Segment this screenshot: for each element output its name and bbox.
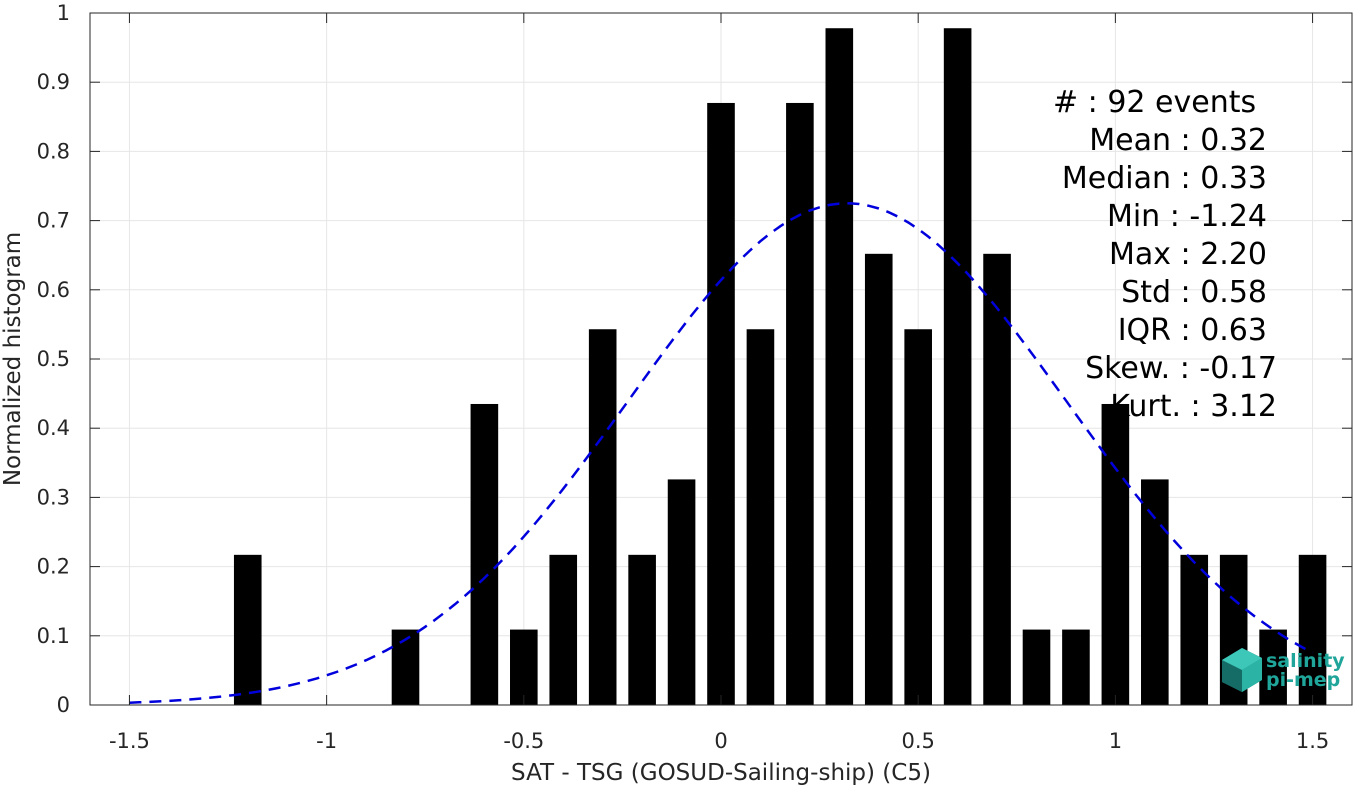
stat-events: # : 92 events — [1053, 85, 1256, 120]
cube-logo-icon — [1222, 648, 1262, 692]
histogram-bar — [746, 329, 775, 705]
y-tick-label: 0.5 — [37, 347, 70, 371]
normal-fit-curve — [129, 202, 1314, 704]
x-tick-label: -1 — [316, 729, 337, 753]
x-tick-label: -1.5 — [109, 729, 150, 753]
y-tick-label: 0 — [57, 693, 70, 717]
histogram-bar — [1141, 479, 1169, 705]
stat-skew: Skew. : -0.17 — [1085, 351, 1277, 386]
histogram-bar — [983, 253, 1011, 706]
y-tick-label: 1 — [57, 1, 70, 25]
logo-text-pimep: pi-mep — [1266, 669, 1340, 691]
y-tick-label: 0.6 — [37, 278, 70, 302]
x-tick-labels: -1.5 -1 -0.5 0 0.5 1 1.5 — [109, 729, 1329, 753]
histogram-bar — [510, 629, 538, 705]
histogram-bar — [864, 253, 893, 706]
y-tick-label: 0.2 — [37, 555, 70, 579]
histogram-bar — [1062, 629, 1090, 705]
y-tick-label: 0.1 — [37, 624, 70, 648]
histogram-bar — [470, 403, 499, 705]
histogram-bar — [1180, 554, 1209, 705]
x-axis-label: SAT - TSG (GOSUD-Sailing-ship) (C5) — [511, 760, 931, 786]
x-tick-label: 1 — [1109, 729, 1122, 753]
histogram-bars — [233, 28, 1327, 706]
y-tick-label: 0.8 — [37, 139, 70, 163]
stat-std: Std : 0.58 — [1121, 275, 1267, 310]
histogram-bar — [1298, 554, 1327, 705]
x-tick-label: 0.5 — [901, 729, 934, 753]
histogram-bar — [1259, 629, 1287, 705]
y-axis-label: Normalized histogram — [0, 232, 26, 486]
y-tick-labels: 0 0.1 0.2 0.3 0.4 0.5 0.6 0.7 0.8 0.9 1 — [37, 1, 70, 717]
histogram-bar — [549, 554, 578, 705]
y-tick-label: 0.3 — [37, 485, 70, 509]
histogram-bar — [825, 28, 854, 706]
stat-mean: Mean : 0.32 — [1089, 123, 1267, 158]
stat-kurt: Kurt. : 3.12 — [1110, 389, 1277, 424]
x-tick-label: 1.5 — [1296, 729, 1329, 753]
x-tick-label: -0.5 — [503, 729, 544, 753]
y-tick-label: 0.7 — [37, 209, 70, 233]
histogram-bar — [786, 102, 814, 705]
histogram-bar — [904, 329, 932, 705]
stat-median: Median : 0.33 — [1062, 161, 1267, 196]
stat-max: Max : 2.20 — [1109, 237, 1267, 272]
y-tick-label: 0.9 — [37, 70, 70, 94]
histogram-bar — [628, 554, 656, 705]
x-tick-label: 0 — [714, 729, 727, 753]
histogram-bar — [588, 329, 617, 705]
histogram-bar — [1101, 403, 1130, 705]
histogram-bar — [1022, 629, 1051, 705]
salinity-pimep-logo: salinity pi-mep — [1222, 648, 1345, 692]
stat-min: Min : -1.24 — [1107, 199, 1267, 234]
histogram-bar — [233, 554, 262, 705]
histogram-bar — [391, 629, 420, 705]
histogram-bar — [667, 479, 696, 705]
logo-text-salinity: salinity — [1266, 650, 1345, 672]
histogram-bar — [943, 28, 972, 706]
statistics-box: # : 92 events Mean : 0.32 Median : 0.33 … — [1053, 85, 1277, 424]
y-tick-label: 0.4 — [37, 416, 70, 440]
histogram-bar — [707, 102, 735, 705]
stat-iqr: IQR : 0.63 — [1118, 313, 1267, 348]
axes — [89, 12, 1353, 706]
